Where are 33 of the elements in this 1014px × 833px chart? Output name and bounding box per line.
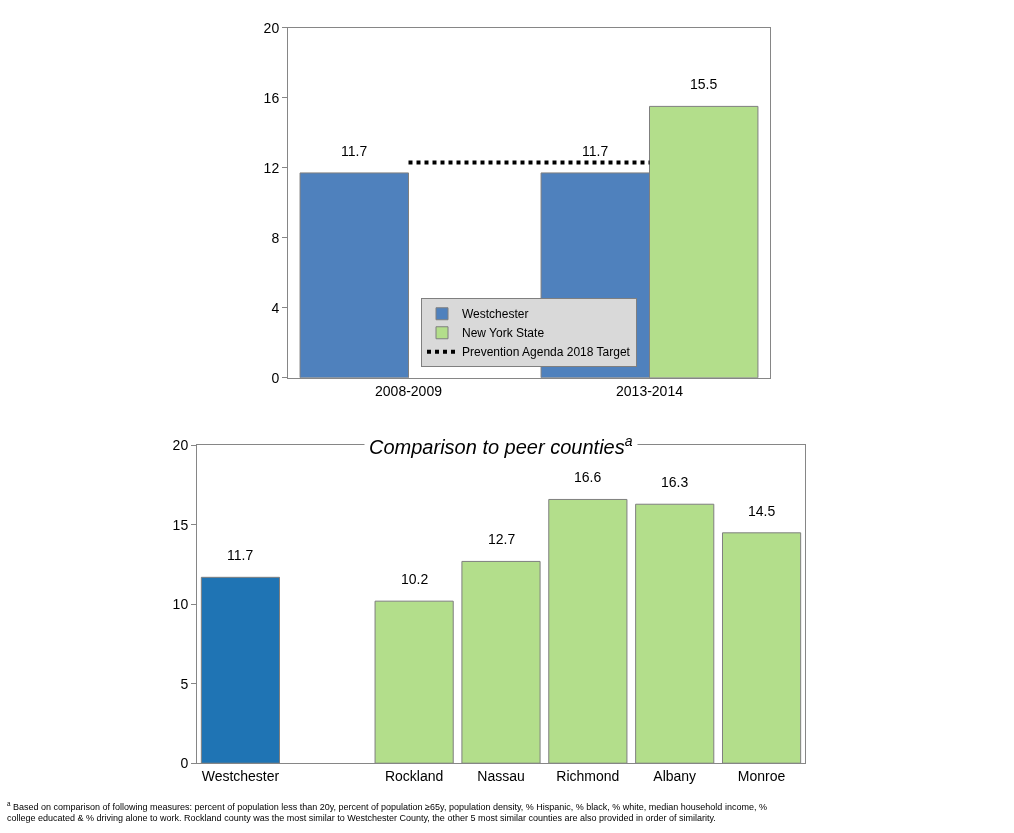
data-label: 15.5: [690, 76, 718, 92]
legend-label: Westchester: [462, 307, 529, 322]
y-tick-label: 15: [172, 516, 189, 533]
x-tick-label: Rockland: [384, 768, 444, 785]
data-label: 10.2: [401, 571, 429, 587]
x-tick-label: Albany: [653, 768, 697, 785]
data-label: 11.7: [582, 143, 609, 159]
y-tick-label: 16: [263, 89, 280, 106]
data-label: 16.6: [574, 469, 602, 485]
text: $^{a}$ Based on comparison of following measures: percent of population less than 20y, percent of population ≥65y, population density, % Hispanic, % black, % white, median household income, % college educated & % driving alone to work. Rockland county was the most similar to Westchester County, the other 5 most similar counties are also provided in order of similarity.: [7, 800, 767, 824]
x-tick-label: Monroe: [737, 768, 786, 785]
legend-label: Prevention Agenda 2018 Target: [462, 345, 631, 360]
y-tick-label: 20: [263, 19, 280, 36]
x-tick-label: Nassau: [477, 768, 525, 785]
y-tick-label: 12: [263, 159, 280, 176]
y-tick-label: 8: [271, 229, 280, 246]
x-tick-label: Westchester: [201, 768, 280, 785]
y-tick-label: 5: [180, 675, 189, 692]
y-tick-label: 0: [180, 755, 189, 772]
y-tick-label: 0: [271, 369, 280, 386]
data-label: 12.7: [488, 531, 516, 547]
data-label: 16.3: [661, 474, 689, 490]
x-tick-label: 2013-2014: [616, 382, 684, 399]
data-label: 11.7: [341, 143, 368, 159]
data-label: 11.7: [227, 547, 254, 563]
legend-label: New York State: [462, 326, 545, 341]
x-tick-label: 2008-2009: [375, 382, 443, 399]
y-tick-label: 10: [172, 596, 189, 613]
y-tick-label: 4: [271, 299, 280, 316]
data-label: 14.5: [748, 503, 776, 519]
x-tick-label: Richmond: [556, 768, 620, 785]
chart-title: Comparison to peer counties$^{a}$: [369, 433, 633, 459]
y-tick-label: 20: [172, 437, 189, 454]
